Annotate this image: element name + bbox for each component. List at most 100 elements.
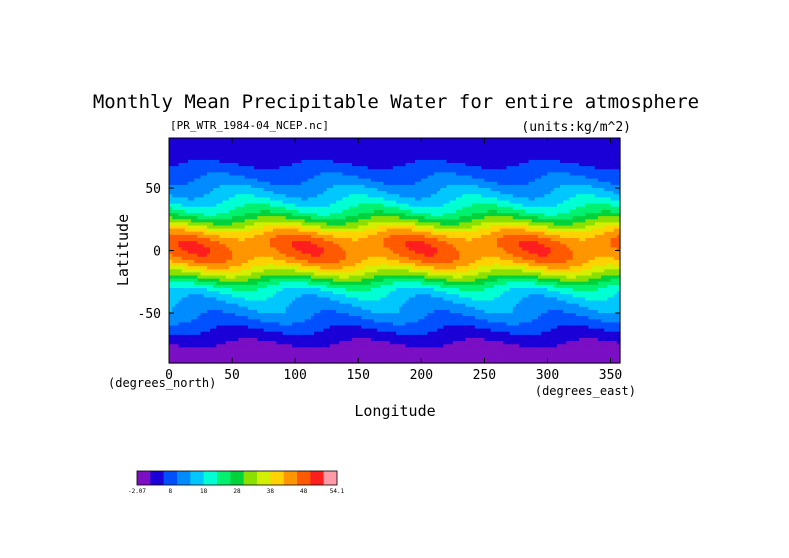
map-cell bbox=[191, 141, 195, 145]
map-cell bbox=[446, 216, 451, 220]
map-cell bbox=[471, 203, 476, 208]
map-cell bbox=[304, 213, 309, 217]
map-cell bbox=[307, 213, 312, 217]
map-cell bbox=[591, 191, 596, 195]
map-cell bbox=[468, 175, 473, 180]
map-cell bbox=[222, 156, 227, 161]
map-cell bbox=[380, 153, 385, 158]
map-cell bbox=[399, 156, 403, 161]
map-cell bbox=[471, 147, 476, 152]
map-cell bbox=[563, 222, 567, 227]
map-cell bbox=[484, 144, 489, 148]
map-cell bbox=[408, 191, 413, 195]
map-cell bbox=[575, 191, 580, 195]
map-cell bbox=[247, 213, 252, 217]
map-cell bbox=[572, 219, 577, 223]
map-cell bbox=[257, 200, 262, 205]
map-cell bbox=[616, 213, 621, 217]
map-cell bbox=[244, 163, 249, 167]
map-cell bbox=[238, 244, 243, 248]
map-cell bbox=[342, 228, 347, 233]
map-cell bbox=[572, 169, 577, 173]
map-cell bbox=[481, 225, 485, 230]
map-cell bbox=[541, 222, 545, 227]
map-cell bbox=[610, 206, 615, 211]
map-cell bbox=[421, 150, 426, 155]
map-cell bbox=[465, 241, 470, 245]
map-cell bbox=[292, 141, 296, 145]
map-cell bbox=[427, 172, 432, 177]
map-cell bbox=[399, 206, 403, 211]
map-cell bbox=[456, 238, 460, 242]
map-cell bbox=[493, 169, 498, 173]
map-cell bbox=[471, 231, 476, 236]
map-cell bbox=[383, 213, 388, 217]
map-cell bbox=[553, 172, 558, 177]
map-cell bbox=[456, 209, 460, 214]
map-cell bbox=[374, 169, 378, 173]
map-cell bbox=[314, 194, 318, 198]
map-cell bbox=[351, 238, 356, 242]
map-cell bbox=[386, 241, 391, 245]
map-cell bbox=[184, 184, 189, 189]
map-cell bbox=[591, 200, 596, 205]
map-cell bbox=[452, 213, 457, 217]
map-cell bbox=[172, 194, 176, 198]
map-cell bbox=[569, 150, 574, 155]
map-cell bbox=[427, 219, 432, 223]
map-cell bbox=[392, 141, 397, 145]
map-cell bbox=[440, 138, 444, 142]
map-cell bbox=[377, 141, 381, 145]
map-cell bbox=[222, 194, 227, 198]
map-cell bbox=[449, 188, 454, 192]
map-cell bbox=[405, 241, 410, 245]
map-cell bbox=[531, 141, 536, 145]
map-cell bbox=[553, 203, 558, 208]
map-cell bbox=[348, 178, 353, 183]
map-cell bbox=[418, 184, 422, 189]
map-cell bbox=[405, 191, 410, 195]
map-cell bbox=[556, 197, 561, 202]
map-cell bbox=[396, 213, 400, 217]
map-cell bbox=[317, 241, 321, 245]
map-cell bbox=[314, 222, 318, 227]
map-cell bbox=[411, 209, 416, 214]
map-cell bbox=[329, 175, 334, 180]
map-cell bbox=[323, 228, 328, 233]
map-cell bbox=[380, 231, 385, 236]
map-cell bbox=[282, 244, 287, 248]
map-cell bbox=[452, 188, 457, 192]
map-cell bbox=[610, 188, 615, 192]
map-cell bbox=[443, 197, 448, 202]
map-cell bbox=[459, 172, 463, 177]
map-cell bbox=[411, 166, 416, 170]
map-cell bbox=[572, 213, 577, 217]
map-cell bbox=[522, 241, 526, 245]
map-cell bbox=[604, 238, 608, 242]
map-cell bbox=[500, 150, 504, 155]
map-cell bbox=[200, 178, 205, 183]
map-cell bbox=[547, 228, 552, 233]
map-cell bbox=[519, 138, 523, 142]
map-cell bbox=[197, 213, 202, 217]
map-cell bbox=[251, 163, 255, 167]
map-cell bbox=[481, 200, 485, 205]
map-cell bbox=[471, 166, 476, 170]
map-cell bbox=[569, 216, 574, 220]
map-cell bbox=[440, 159, 444, 164]
map-cell bbox=[402, 225, 407, 230]
map-cell bbox=[437, 169, 441, 173]
map-cell bbox=[446, 144, 451, 148]
map-cell bbox=[222, 200, 227, 205]
map-cell bbox=[465, 219, 470, 223]
map-cell bbox=[298, 228, 303, 233]
map-cell bbox=[216, 238, 221, 242]
map-cell bbox=[238, 166, 243, 170]
map-cell bbox=[427, 238, 432, 242]
map-cell bbox=[509, 200, 514, 205]
map-cell bbox=[459, 238, 463, 242]
map-cell bbox=[184, 206, 189, 211]
map-cell bbox=[607, 209, 612, 214]
map-cell bbox=[367, 178, 372, 183]
map-cell bbox=[169, 141, 173, 145]
